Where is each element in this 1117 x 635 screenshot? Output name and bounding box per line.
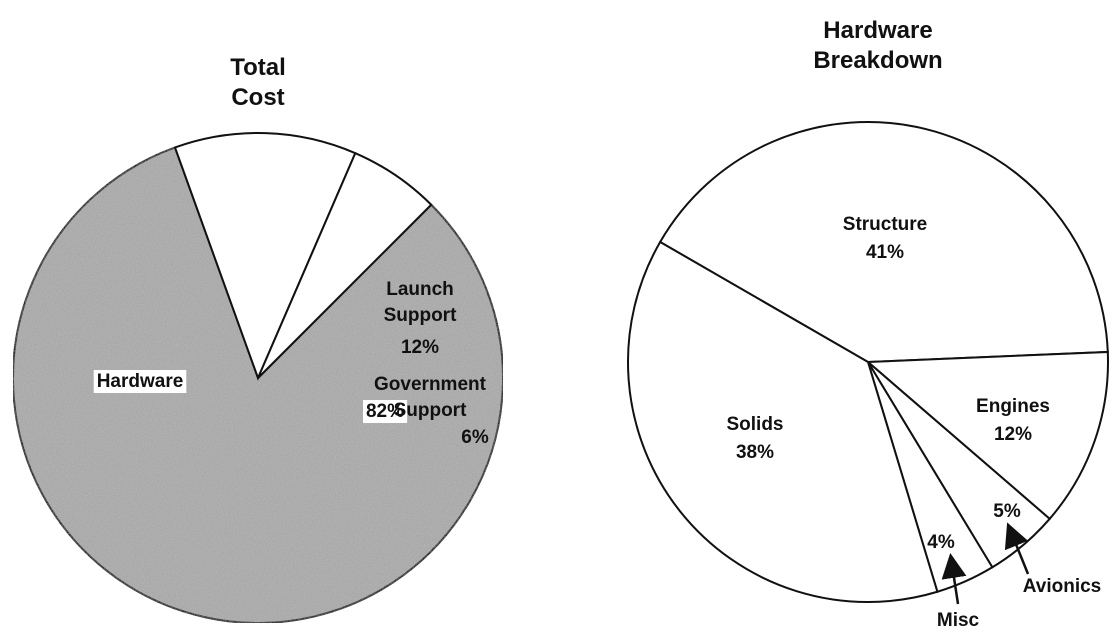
value-label: 5% <box>993 501 1021 522</box>
label-background <box>93 370 187 394</box>
slice-label: Solids <box>726 414 783 435</box>
slice-label: Hardware <box>97 371 184 392</box>
pie-slice <box>865 350 1109 521</box>
slice-label: Engines <box>976 396 1050 417</box>
arrow <box>1004 522 1030 575</box>
slice-label: Misc <box>937 610 980 631</box>
value-label: 41% <box>866 242 904 263</box>
pie-slice <box>12 146 504 624</box>
pie-slice <box>257 151 433 379</box>
slice-label: Structure <box>843 214 927 235</box>
pie-slice <box>627 240 939 603</box>
arrow <box>941 553 967 605</box>
value-label: 12% <box>401 337 439 358</box>
slice-label: Government Support <box>374 374 487 421</box>
value-label: 38% <box>736 442 774 463</box>
value-label: 82% <box>366 401 404 422</box>
chart-title: Total Cost <box>230 54 286 111</box>
value-label: 12% <box>994 424 1032 445</box>
value-label: 6% <box>461 427 489 448</box>
slice-label: Launch Support <box>384 279 457 326</box>
pie-slice <box>658 121 1109 364</box>
slice-label: Avionics <box>1023 576 1102 597</box>
pie-slice <box>173 132 357 381</box>
chart-title: Hardware Breakdown <box>813 17 942 74</box>
label-background <box>362 400 408 424</box>
value-label: 4% <box>927 532 955 553</box>
